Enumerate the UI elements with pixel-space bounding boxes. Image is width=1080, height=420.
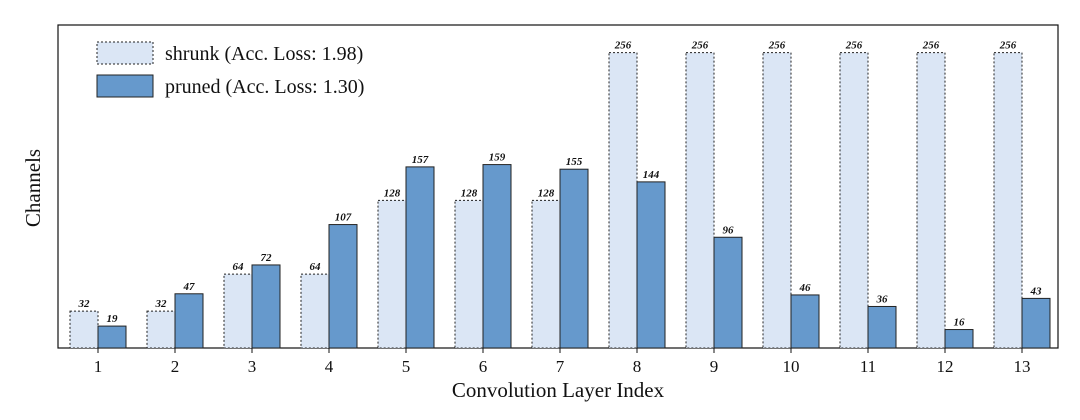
bar-shrunk-layer-8 (608, 52, 638, 349)
x-tick-label-6: 6 (479, 357, 488, 376)
data-label-shrunk-layer-5: 128 (384, 187, 401, 199)
data-label-pruned-layer-13: 43 (1030, 285, 1043, 297)
x-tick-label-13: 13 (1014, 357, 1031, 376)
bar-pruned-layer-7 (559, 168, 589, 349)
data-label-shrunk-layer-11: 256 (845, 40, 863, 52)
legend-label-pruned: pruned (Acc. Loss: 1.30) (165, 76, 364, 98)
bar-shrunk-layer-4 (300, 273, 330, 349)
x-ticks: 1 2 3 4 5 6 7 8 9 10 11 12 13 (94, 348, 1031, 376)
bar-shrunk-layer-9 (685, 52, 715, 349)
x-tick-label-2: 2 (171, 357, 180, 376)
data-label-shrunk-layer-7: 128 (538, 187, 555, 199)
data-label-pruned-layer-2: 47 (183, 281, 196, 293)
bar-pruned-layer-11 (867, 305, 897, 349)
data-label-pruned-layer-4: 107 (335, 212, 352, 224)
data-label-shrunk-layer-9: 256 (691, 40, 709, 52)
data-label-pruned-layer-3: 72 (261, 252, 273, 264)
x-tick-label-10: 10 (783, 357, 800, 376)
bar-shrunk-layer-10 (762, 52, 792, 349)
x-tick-label-3: 3 (248, 357, 257, 376)
data-label-shrunk-layer-13: 256 (999, 40, 1017, 52)
data-label-pruned-layer-9: 96 (723, 224, 735, 236)
data-label-pruned-layer-5: 157 (412, 154, 429, 166)
bars-layer: 32 19 32 47 64 72 64 107 128 157 128 159 128 155 256 14… (69, 40, 1051, 349)
data-label-pruned-layer-8: 144 (643, 169, 660, 181)
x-tick-label-4: 4 (325, 357, 334, 376)
bar-shrunk-layer-7 (531, 199, 561, 349)
legend: shrunk (Acc. Loss: 1.98) pruned (Acc. Lo… (96, 41, 364, 98)
y-axis-title: Channels (21, 149, 45, 227)
data-label-pruned-layer-6: 159 (489, 152, 506, 164)
data-label-shrunk-layer-6: 128 (461, 187, 478, 199)
legend-swatch-shrunk (96, 41, 154, 65)
bar-pruned-layer-12 (944, 329, 974, 349)
data-label-shrunk-layer-1: 32 (78, 298, 91, 310)
bar-shrunk-layer-1 (69, 310, 99, 349)
x-tick-label-12: 12 (937, 357, 954, 376)
data-label-pruned-layer-7: 155 (566, 156, 583, 168)
bar-shrunk-layer-13 (993, 52, 1023, 349)
bar-pruned-layer-9 (713, 236, 743, 349)
bar-pruned-layer-1 (97, 325, 127, 349)
bar-pruned-layer-13 (1021, 297, 1051, 349)
bar-pruned-layer-6 (482, 164, 512, 349)
legend-label-shrunk: shrunk (Acc. Loss: 1.98) (165, 43, 363, 65)
data-label-pruned-layer-1: 19 (107, 313, 119, 325)
bar-shrunk-layer-5 (377, 199, 407, 349)
x-tick-label-5: 5 (402, 357, 411, 376)
bar-pruned-layer-5 (405, 166, 435, 349)
data-label-shrunk-layer-10: 256 (768, 40, 786, 52)
x-axis-title: Convolution Layer Index (452, 378, 665, 402)
data-label-shrunk-layer-2: 32 (155, 298, 168, 310)
x-tick-label-11: 11 (860, 357, 876, 376)
bar-pruned-layer-10 (790, 294, 820, 349)
bar-pruned-layer-3 (251, 264, 281, 349)
x-tick-label-1: 1 (94, 357, 103, 376)
x-tick-label-7: 7 (556, 357, 565, 376)
bar-pruned-layer-2 (174, 293, 204, 349)
x-tick-label-8: 8 (633, 357, 642, 376)
data-label-shrunk-layer-4: 64 (310, 261, 322, 273)
x-tick-label-9: 9 (710, 357, 719, 376)
data-label-shrunk-layer-12: 256 (922, 40, 940, 52)
bar-shrunk-layer-2 (146, 310, 176, 349)
bar-shrunk-layer-12 (916, 52, 946, 349)
data-label-pruned-layer-10: 46 (799, 282, 812, 294)
bar-shrunk-layer-3 (223, 273, 253, 349)
data-label-shrunk-layer-3: 64 (233, 261, 245, 273)
data-label-pruned-layer-12: 16 (954, 317, 966, 329)
data-label-pruned-layer-11: 36 (876, 293, 889, 305)
bar-pruned-layer-4 (328, 224, 358, 349)
data-label-shrunk-layer-8: 256 (614, 40, 632, 52)
bar-shrunk-layer-11 (839, 52, 869, 349)
bar-pruned-layer-8 (636, 181, 666, 349)
legend-swatch-pruned (96, 74, 154, 98)
bar-shrunk-layer-6 (454, 199, 484, 349)
